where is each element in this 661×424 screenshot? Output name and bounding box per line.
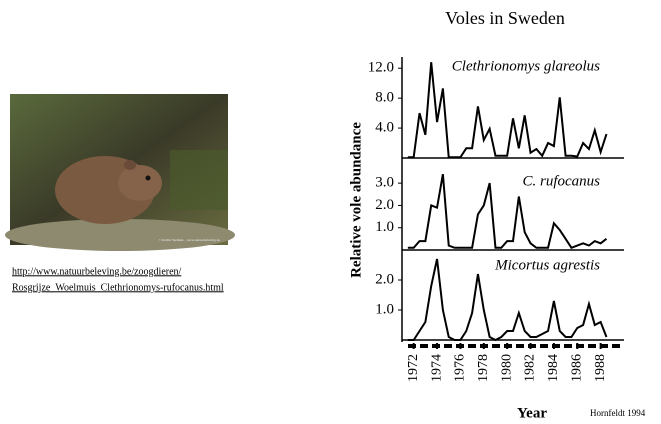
panel-title: C. rufocanus: [522, 173, 600, 189]
x-tick-label: 1974: [429, 354, 444, 382]
photo: [5, 94, 235, 251]
y-tick-label: 4.0: [375, 120, 394, 136]
source: Hornfeldt 1994: [590, 408, 646, 418]
x-tick-label: 1986: [569, 354, 584, 382]
y-tick-label: 8.0: [375, 90, 394, 106]
x-tick-label: 1976: [453, 354, 468, 382]
data-line: [407, 62, 608, 159]
link-text[interactable]: Rosgrijze_Woelmuis_Clethrionomys-rufocan…: [12, 282, 224, 293]
y-tick-label: 3.0: [375, 175, 394, 191]
y-tick-label: 12.0: [368, 60, 394, 76]
y-tick-label: 2.0: [375, 197, 394, 213]
y-tick-label: 1.0: [375, 219, 394, 235]
photo-credit: © Rollin Verlinde - www.natuurbeleving.b…: [159, 237, 221, 242]
x-tick-label: 1972: [406, 354, 421, 382]
y-tick-label: 1.0: [375, 301, 394, 317]
x-tick-label: 1988: [593, 354, 608, 382]
y-tick-label: 2.0: [375, 271, 394, 287]
link-text[interactable]: http://www.natuurbeleving.be/zoogdieren/: [12, 266, 182, 277]
chart-title: Voles in Sweden: [445, 8, 565, 28]
panel-title: Clethrionomys glareolus: [452, 58, 600, 74]
x-axis-label: Year: [517, 405, 547, 421]
x-tick-label: 1984: [546, 354, 561, 382]
data-line: [407, 174, 608, 249]
data-line: [407, 258, 608, 342]
x-tick-label: 1978: [476, 354, 491, 382]
x-tick-label: 1982: [523, 354, 538, 382]
y-axis-label: Relative vole abundance: [348, 122, 364, 278]
x-tick-label: 1980: [499, 354, 514, 382]
panel-title: Micortus agrestis: [494, 257, 600, 273]
